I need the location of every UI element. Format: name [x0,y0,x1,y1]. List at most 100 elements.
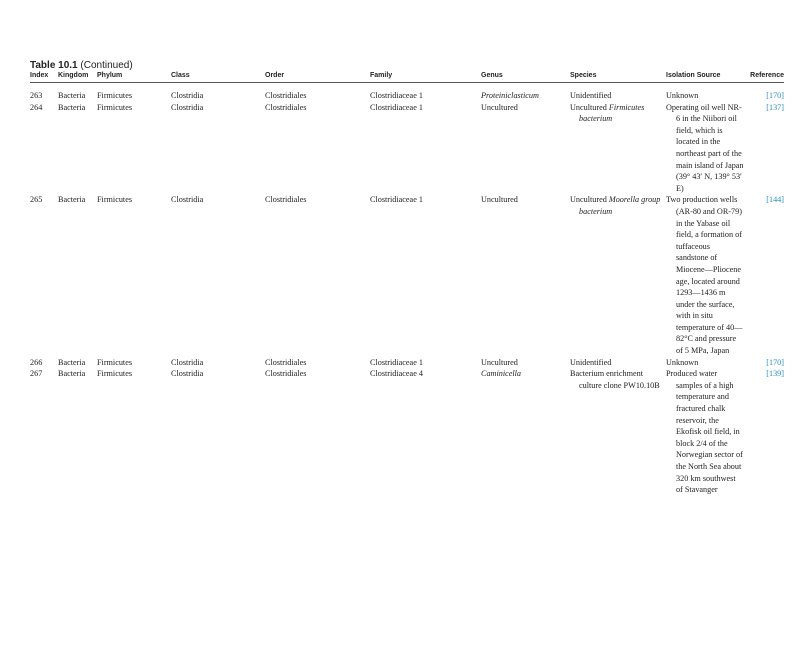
cell-isolation-source-text: Operating oil well NR-6 in the Niibori o… [666,102,744,193]
cell-isolation-source: Unknown [666,357,750,369]
reference-link[interactable]: [144] [766,195,784,205]
cell-isolation-source: Unknown [666,90,750,102]
cell-species: Uncultured Firmicutes bacterium [570,102,666,195]
cell-reference: [137] [750,102,784,195]
cell-family: Clostridiaceae 1 [370,357,481,369]
cell-genus: Proteiniclasticum [481,90,570,102]
cell-genus: Uncultured [481,357,570,369]
table-header: Index Kingdom Phylum Class Order Family … [30,72,784,83]
cell-class: Clostridia [171,368,265,496]
cell-genus: Uncultured [481,102,570,195]
cell-kingdom-text: Bacteria [58,357,86,367]
cell-isolation-source: Operating oil well NR-6 in the Niibori o… [666,102,750,195]
header-kingdom: Kingdom [58,72,89,79]
cell-reference: [170] [750,357,784,369]
reference-link[interactable]: [137] [766,102,784,112]
cell-isolation-source-text: Unknown [666,357,699,367]
reference-link[interactable]: [170] [766,91,784,100]
cell-phylum: Firmicutes [97,368,171,496]
cell-class-text: Clostridia [171,357,204,367]
cell-family-text: Clostridiaceae 1 [370,357,423,367]
cell-index: 265 [30,194,58,356]
cell-class-text: Clostridia [171,195,204,205]
cell-genus-text: Proteiniclasticum [481,91,539,100]
reference-link[interactable]: [170] [766,357,784,367]
cell-kingdom: Bacteria [58,368,97,496]
cell-index: 263 [30,90,58,102]
cell-species: Bacterium enrichment culture clone PW10.… [570,368,666,496]
cell-isolation-source-text: Unknown [666,91,699,100]
cell-kingdom-text: Bacteria [58,195,86,205]
cell-family-text: Clostridiaceae 1 [370,195,423,205]
header-genus: Genus [481,72,503,79]
cell-phylum-text: Firmicutes [97,357,133,367]
reference-link[interactable]: [139] [766,369,784,379]
header-index: Index [30,72,49,79]
table-row: 264 Bacteria Firmicutes Clostridia Clostridi… [30,102,784,195]
cell-order: Clostridiales [265,368,370,496]
cell-order-text: Clostridiales [265,357,307,367]
table-number: Table 10.1 [30,60,78,71]
cell-species-text: Bacterium enrichment culture clone PW10.… [570,369,660,390]
header-order: Order [265,72,285,79]
cell-index-text: 265 [30,195,43,205]
cell-genus: Uncultured [481,194,570,356]
cell-phylum-text: Firmicutes [97,102,133,112]
header-species: Species [570,72,597,79]
cell-phylum: Firmicutes [97,102,171,195]
cell-kingdom-text: Bacteria [58,102,86,112]
cell-index-text: 263 [30,91,43,100]
cell-index-text: 266 [30,357,43,367]
table-row: 267 Bacteria Firmicutes Clostridia Clostridi… [30,368,784,496]
cell-genus: Caminicella [481,368,570,496]
cell-index: 267 [30,368,58,496]
cell-class-text: Clostridia [171,91,204,100]
cell-kingdom-text: Bacteria [58,91,86,100]
header-family: Family [370,72,393,79]
cell-class-text: Clostridia [171,369,204,379]
cell-family: Clostridiaceae 1 [370,194,481,356]
cell-species-text: Uncultured [570,102,609,112]
cell-kingdom-text: Bacteria [58,369,86,379]
cell-species: Unidentified [570,90,666,102]
cell-index: 264 [30,102,58,195]
cell-isolation-source: Produced water samples of a high tempera… [666,368,750,496]
cell-species-text: Unidentified [570,91,612,100]
cell-species-text: Unidentified [570,357,612,367]
cell-class: Clostridia [171,102,265,195]
cell-family-text: Clostridiaceae 1 [370,91,423,100]
cell-reference: [170] [750,90,784,102]
cell-family: Clostridiaceae 1 [370,102,481,195]
cell-species: Unidentified [570,357,666,369]
table-row: 263 Bacteria Firmicutes Clostridia Clostridi… [30,90,784,102]
cell-reference: [139] [750,368,784,496]
table-caption: Table 10.1 (Continued) [30,60,133,71]
cell-species: Uncultured Moorella group bacterium [570,194,666,356]
header-isolation-source: Isolation Source [666,72,721,79]
cell-family: Clostridiaceae 1 [370,90,481,102]
cell-phylum-text: Firmicutes [97,91,133,100]
cell-isolation-source-text: Produced water samples of a high tempera… [666,369,743,495]
cell-order: Clostridiales [265,194,370,356]
cell-order: Clostridiales [265,90,370,102]
species-italic-text: Moorella group bacterium [579,195,661,216]
species-italic-text: Firmicutes bacterium [579,102,645,124]
cell-reference: [144] [750,194,784,356]
cell-isolation-source-text: Two production wells (AR-80 and OR-79) i… [666,195,743,356]
cell-phylum-text: Firmicutes [97,195,133,205]
table-continued: (Continued) [80,60,133,71]
cell-order-text: Clostridiales [265,102,307,112]
cell-index-text: 264 [30,102,43,112]
cell-genus-text: Caminicella [481,369,522,379]
cell-family: Clostridiaceae 4 [370,368,481,496]
cell-class-text: Clostridia [171,102,204,112]
header-phylum: Phylum [97,72,123,79]
cell-phylum: Firmicutes [97,357,171,369]
cell-genus-text: Uncultured [481,195,518,205]
cell-kingdom: Bacteria [58,357,97,369]
header-class: Class [171,72,190,79]
cell-order-text: Clostridiales [265,91,307,100]
header-reference: Reference [750,72,784,79]
table-row: 266 Bacteria Firmicutes Clostridia Clostridi… [30,357,784,369]
cell-phylum: Firmicutes [97,90,171,102]
